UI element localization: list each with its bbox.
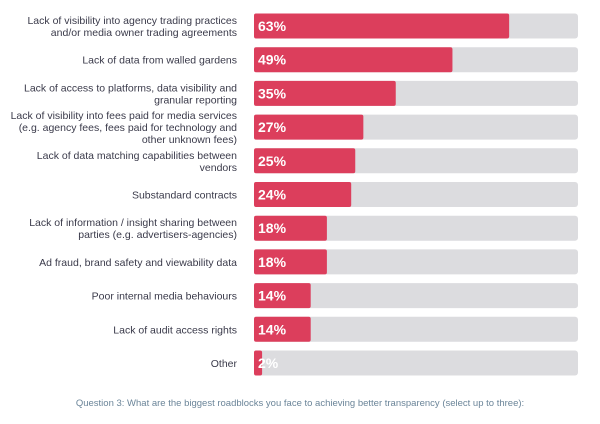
bar-row: 14% Lack of audit access rights <box>113 316 578 342</box>
bar-row: 49% Lack of data from walled gardens <box>82 47 578 73</box>
category-label: Lack of audit access rights <box>113 324 237 336</box>
bar-row: 27% Lack of visibility into fees paid for… <box>11 110 578 146</box>
category-label-line: granular reporting <box>154 94 237 106</box>
category-label: Other <box>211 358 238 370</box>
category-label-line: Lack of visibility into agency trading p… <box>27 15 237 27</box>
data-label: 2% <box>258 355 279 371</box>
data-label: 49% <box>258 52 287 68</box>
chart-caption: Question 3: What are the biggest roadblo… <box>75 398 525 409</box>
bar-row: 14% Poor internal media behaviours <box>92 283 578 309</box>
bar <box>254 114 364 140</box>
bar-row: 18% Lack of information / insight sharing… <box>29 215 578 241</box>
data-label: 18% <box>258 254 287 270</box>
bar-row: 63% Lack of visibility into agency tradin… <box>27 13 578 39</box>
bar <box>254 350 263 376</box>
data-label: 35% <box>258 85 287 101</box>
category-label-line: Ad fraud, brand safety and viewability d… <box>39 257 237 269</box>
bar <box>254 316 311 342</box>
bar <box>254 215 327 241</box>
bar <box>254 283 311 309</box>
category-label: Poor internal media behaviours <box>92 291 237 303</box>
bar <box>254 13 510 39</box>
category-label-line: Lack of data from walled gardens <box>82 55 237 67</box>
data-label: 14% <box>258 321 287 337</box>
bar-row: 25% Lack of data matching capabilities be… <box>37 148 578 174</box>
category-label: Substandard contracts <box>132 190 237 202</box>
data-label: 14% <box>258 288 287 304</box>
category-label-line: Lack of audit access rights <box>113 324 237 336</box>
data-label: 18% <box>258 220 287 236</box>
category-label-line: and/or media owner trading agreements <box>51 27 237 39</box>
data-label: 25% <box>258 153 287 169</box>
category-label: Lack of data matching capabilities betwe… <box>37 150 237 174</box>
bar <box>254 249 327 275</box>
bar <box>254 182 352 207</box>
bar-row: 35% Lack of access to platforms, data vis… <box>24 80 578 106</box>
category-label-line: Lack of data matching capabilities betwe… <box>37 150 237 162</box>
data-label: 27% <box>258 119 287 135</box>
category-label-line: (e.g. agency fees, fees paid for technol… <box>19 122 237 134</box>
category-label-line: vendors <box>200 162 237 174</box>
bar-row: 24% Substandard contracts <box>132 182 578 207</box>
bar-track <box>254 215 578 241</box>
category-label-line: Lack of visibility into fees paid for me… <box>11 110 237 122</box>
category-label-line: Poor internal media behaviours <box>92 291 237 303</box>
category-label-line: Substandard contracts <box>132 190 237 202</box>
bar-row: 18% Ad fraud, brand safety and viewabilit… <box>39 249 578 275</box>
bar-track <box>254 283 578 309</box>
category-label: Lack of data from walled gardens <box>82 55 237 67</box>
category-label: Ad fraud, brand safety and viewability d… <box>39 257 237 269</box>
category-label: Lack of access to platforms, data visibi… <box>24 82 237 106</box>
bar <box>254 80 396 106</box>
bar <box>254 47 453 73</box>
bar <box>254 148 356 174</box>
category-label: Lack of visibility into agency trading p… <box>27 15 237 39</box>
category-label-line: Lack of access to platforms, data visibi… <box>24 82 237 94</box>
data-label: 24% <box>258 187 287 203</box>
category-label: Lack of information / insight sharing be… <box>29 217 237 241</box>
data-label: 63% <box>258 18 287 34</box>
category-label-line: parties (e.g. advertisers-agencies) <box>78 229 237 241</box>
bar-track <box>254 249 578 275</box>
category-label-line: Other <box>211 358 238 370</box>
bar-track <box>254 316 578 342</box>
bar-chart: 63% Lack of visibility into agency tradin… <box>11 13 578 376</box>
bar-row: 2% Other <box>211 350 578 376</box>
category-label-line: Lack of information / insight sharing be… <box>29 217 237 229</box>
category-label-line: other unknown fees) <box>142 134 237 146</box>
bar-track <box>254 350 578 376</box>
category-label: Lack of visibility into fees paid for me… <box>11 110 238 146</box>
